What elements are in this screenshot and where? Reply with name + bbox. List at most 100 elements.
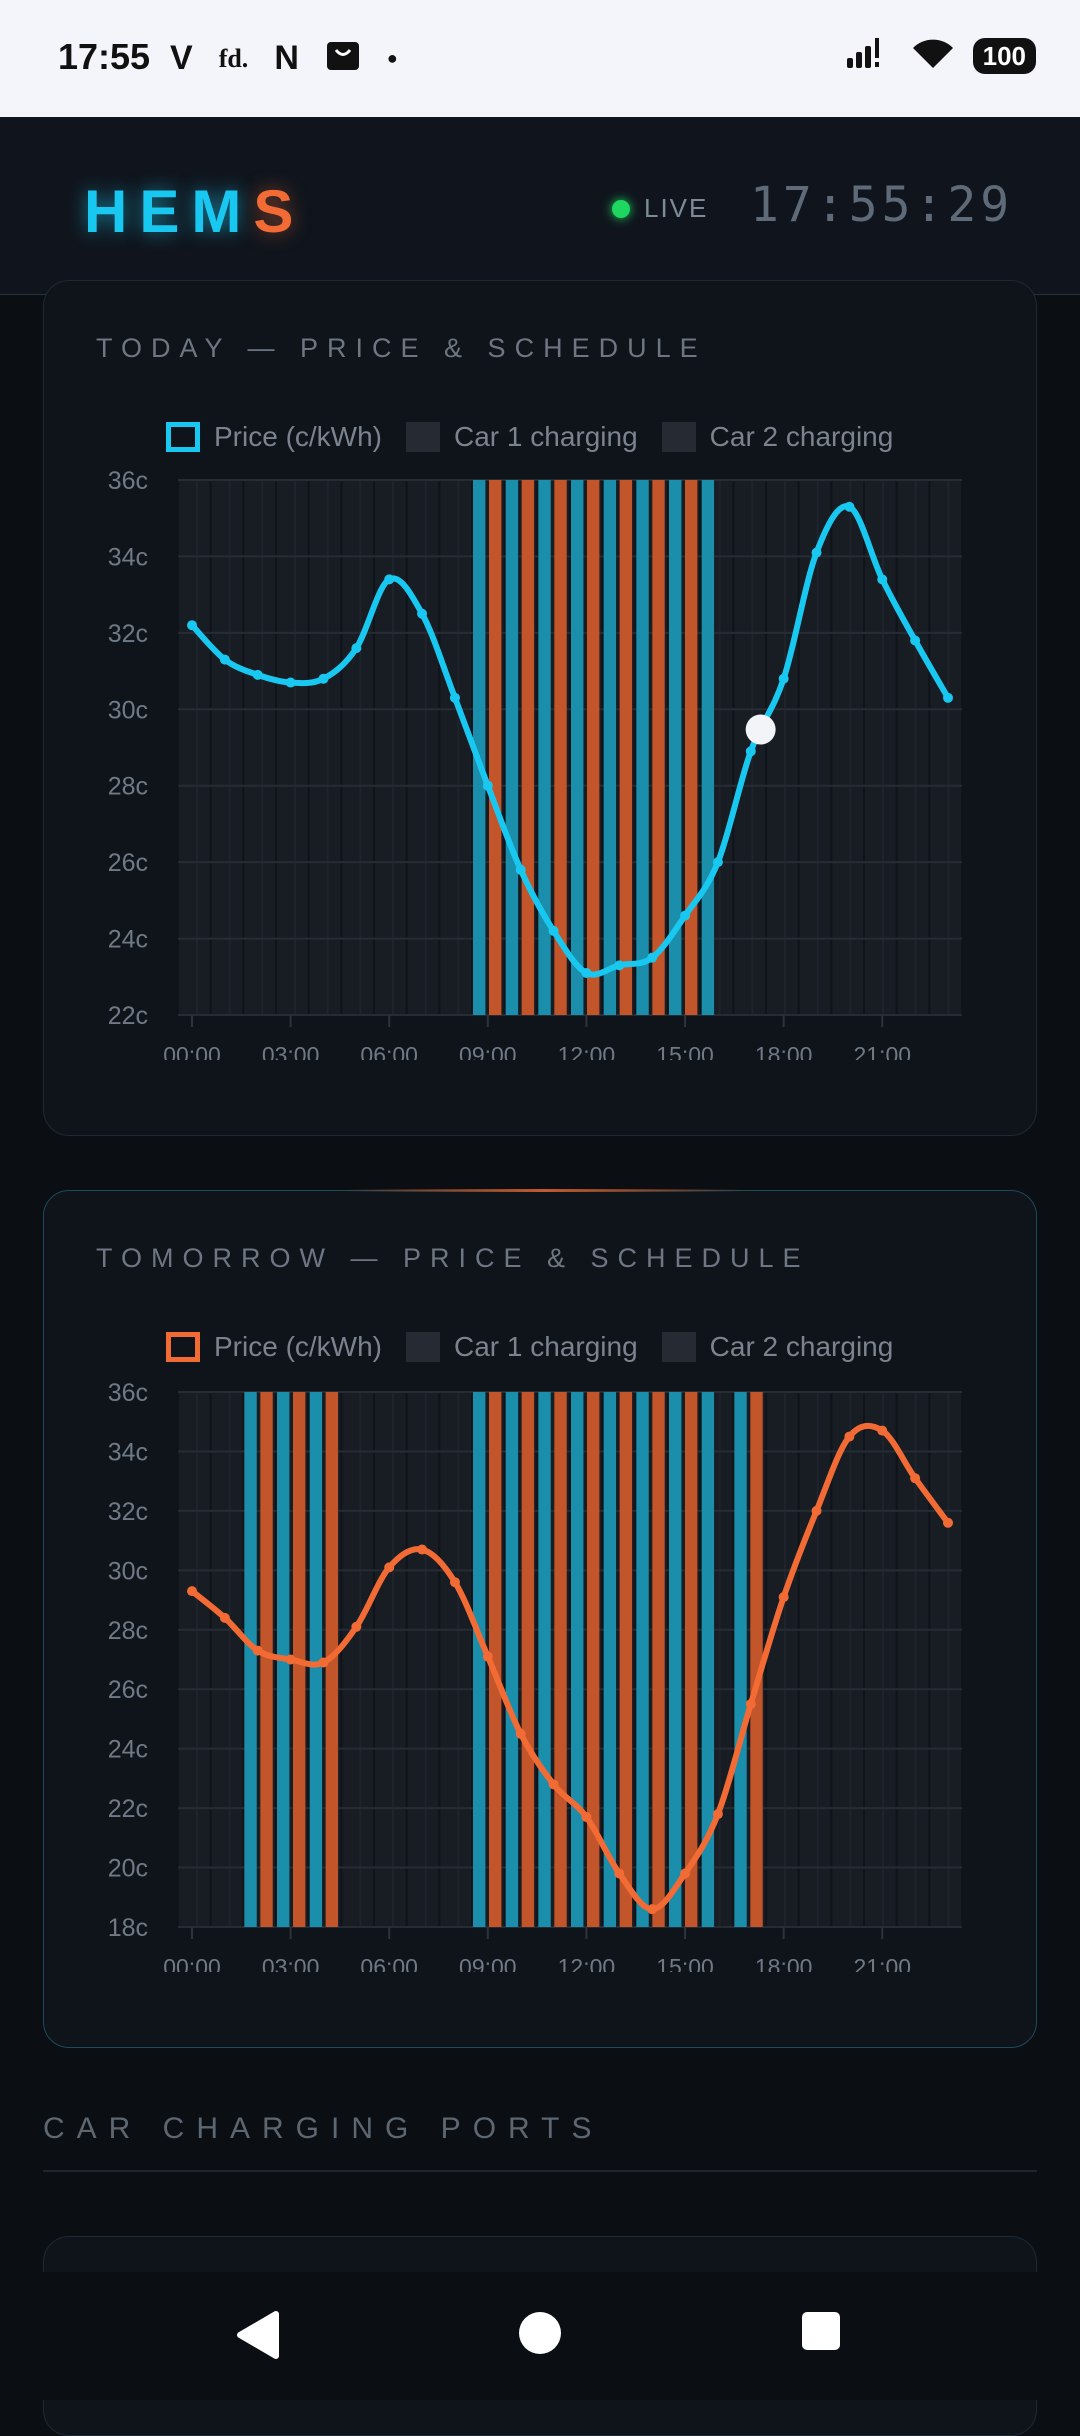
legend-car2[interactable]: Car 2 charging	[661, 1331, 893, 1363]
hour-divider	[783, 480, 786, 1015]
hour-divider	[261, 480, 264, 1015]
hour-column	[277, 480, 308, 1015]
price-point	[581, 1812, 592, 1823]
hour-column	[179, 480, 210, 1015]
car1-charging-bar	[538, 480, 551, 1015]
price-point	[614, 1868, 625, 1879]
notification-v-icon: V	[170, 39, 193, 77]
hour-divider	[195, 1392, 198, 1927]
price-point	[384, 1562, 395, 1573]
price-point	[943, 1517, 953, 1528]
app-logo: HEMS	[84, 177, 305, 246]
price-point	[745, 1699, 756, 1710]
hour-column	[440, 480, 471, 1015]
price-point	[187, 620, 197, 631]
price-point	[943, 692, 953, 703]
legend-price[interactable]: Price (c/kWh)	[166, 421, 382, 453]
price-point	[417, 1544, 428, 1555]
car2-charging-bar	[684, 480, 698, 1015]
navigation-bar	[0, 2272, 1080, 2400]
legend-car2-swatch	[661, 422, 696, 452]
y-tick-label: 34c	[108, 543, 148, 571]
hour-column	[244, 480, 275, 1015]
price-point	[318, 673, 329, 684]
x-tick-label: 18:00	[755, 1042, 813, 1060]
price-point	[712, 857, 723, 868]
y-tick-label: 28c	[108, 773, 148, 801]
x-tick-label: 06:00	[360, 1042, 418, 1060]
live-label: LIVE	[644, 193, 709, 223]
back-icon[interactable]	[236, 2310, 280, 2365]
y-tick-label: 30c	[108, 1557, 148, 1585]
hour-divider	[457, 1392, 460, 1927]
y-tick-label: 24c	[108, 1736, 148, 1764]
home-icon[interactable]	[517, 2310, 563, 2361]
car1-charging-bar	[734, 1392, 747, 1927]
hour-divider	[228, 1392, 231, 1927]
recents-icon[interactable]	[800, 2310, 842, 2357]
x-tick-label: 15:00	[656, 1042, 714, 1060]
car1-charging-bar	[701, 480, 715, 1015]
hour-column	[930, 480, 961, 1015]
hour-divider	[881, 480, 884, 1015]
legend-car1[interactable]: Car 1 charging	[406, 421, 638, 453]
hour-column	[407, 480, 439, 1015]
section-title: CAR CHARGING PORTS	[43, 2112, 604, 2145]
hour-column	[342, 480, 373, 1015]
hour-column	[865, 480, 896, 1015]
live-dot-icon	[612, 199, 630, 218]
today-price-chart[interactable]: 22c 24c 26c 28c 30c 32c 34c 36c 00:00 03:00 06:00 0…	[0, 460, 1080, 1060]
price-point	[219, 1612, 230, 1623]
notification-fd-icon: fd.	[218, 43, 249, 73]
legend-car2-swatch	[661, 1332, 696, 1362]
logo-text: HEM	[84, 178, 254, 245]
hour-column	[179, 1392, 210, 1927]
car2-charging-bar	[586, 1392, 600, 1927]
car2-charging-bar	[750, 1392, 763, 1927]
y-tick-label: 20c	[108, 1855, 148, 1883]
card-glow	[344, 1189, 744, 1192]
hour-divider	[718, 480, 721, 1015]
price-point	[318, 1657, 329, 1668]
hour-divider	[228, 480, 231, 1015]
section-divider	[43, 2170, 1037, 2172]
legend-price-swatch	[166, 422, 200, 452]
price-point	[548, 925, 559, 936]
legend-car1[interactable]: Car 1 charging	[406, 1331, 638, 1363]
price-point	[515, 1728, 526, 1739]
x-tick-label: 00:00	[163, 1954, 221, 1972]
car2-charging-bar	[521, 1392, 535, 1927]
price-point	[351, 1621, 362, 1632]
price-point	[877, 574, 888, 585]
legend-car2[interactable]: Car 2 charging	[661, 421, 893, 453]
legend-price[interactable]: Price (c/kWh)	[166, 1331, 382, 1363]
car2-charging-bar	[260, 1392, 273, 1927]
hour-divider	[816, 1392, 819, 1927]
legend-price-label: Price (c/kWh)	[214, 1331, 382, 1362]
legend-car1-label: Car 1 charging	[454, 1331, 638, 1362]
hour-divider	[881, 1392, 884, 1927]
tomorrow-price-chart[interactable]: 18c 20c 22c 24c 26c 28c 30c 32c 34c 36c 00:00 03:00…	[0, 1372, 1080, 1972]
y-tick-label: 24c	[108, 926, 148, 954]
price-point	[680, 1868, 691, 1879]
hour-divider	[718, 1392, 721, 1927]
y-tick-label: 32c	[108, 620, 148, 648]
hour-column	[930, 1392, 961, 1927]
price-point	[449, 1577, 460, 1588]
car1-charging-bar	[473, 1392, 486, 1927]
price-point	[285, 1654, 296, 1665]
y-tick-label: 26c	[108, 849, 148, 877]
logo-accent: S	[253, 178, 306, 245]
car1-charging-bar	[309, 1392, 323, 1927]
hour-divider	[947, 1392, 950, 1927]
dot-icon: ●	[386, 48, 398, 68]
car2-charging-bar	[619, 1392, 633, 1927]
hour-divider	[947, 480, 950, 1015]
legend-price-swatch	[166, 1332, 200, 1362]
price-point	[219, 654, 230, 665]
y-tick-label: 36c	[108, 467, 148, 495]
car2-charging-bar	[521, 480, 535, 1015]
price-point	[482, 1651, 493, 1662]
header-clock: 17:55:29	[750, 177, 1014, 233]
price-point	[581, 967, 592, 978]
